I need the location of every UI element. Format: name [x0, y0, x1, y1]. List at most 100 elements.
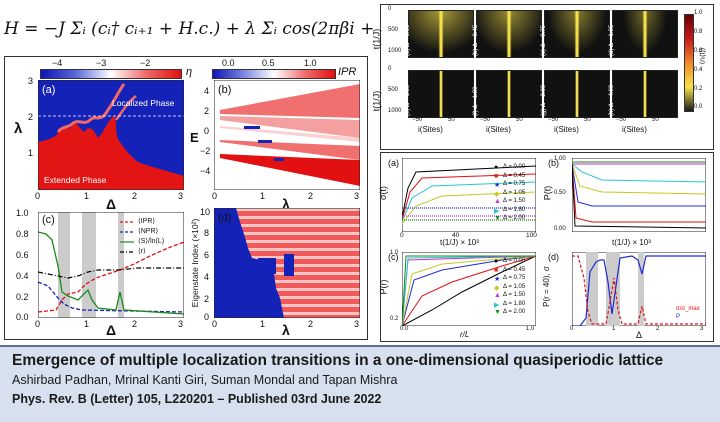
- heatmap-xtick: 50: [652, 117, 659, 123]
- heatmap-xtick: 50: [448, 117, 455, 123]
- localized-phase-label: Localized Phase: [112, 98, 175, 108]
- heatmap-cbar-tick-2: 0.6: [694, 48, 703, 54]
- panel-d-ytick-4: 2: [204, 294, 210, 304]
- legend-marker: ★: [494, 276, 501, 283]
- legend-marker: ▼: [494, 215, 501, 222]
- legend-entry: Δ = 2.00: [503, 215, 526, 221]
- legend-marker: ▲: [494, 198, 501, 205]
- heatmap-tile: (e) Δ = 1.50: [405, 70, 474, 118]
- heatmap-xtick: 50: [584, 117, 591, 123]
- panel-d-xlabel: λ: [282, 322, 290, 338]
- heatmap-ytick: 1000: [388, 48, 402, 54]
- heatmap-tile: (a) Δ = 0.00: [405, 10, 474, 58]
- panel-a-phase-diagram: [38, 80, 184, 190]
- panel-a-tag: (a): [42, 84, 56, 96]
- panel-c-legend-entropy: ⟨S⟩/ln(L): [138, 238, 165, 245]
- heatmap-tile-label: (b) Δ = 0.45: [473, 24, 479, 56]
- panel-c-ytick-5: 1.0: [16, 208, 29, 218]
- panel-b-xlabel: λ: [282, 196, 290, 212]
- dyn-b-ylabel: P(t): [542, 185, 553, 201]
- panel-c-xlabel: Δ: [106, 322, 117, 338]
- panel-a-ylabel: λ: [14, 120, 23, 137]
- dyn-b-ytick-4: 0.00: [554, 226, 566, 232]
- heatmap-xtick: −50: [548, 117, 559, 123]
- heatmap-xtick: −50: [480, 117, 491, 123]
- dyn-d-tag: (d): [548, 252, 559, 262]
- panel-a-xlabel: Δ: [106, 196, 117, 212]
- dyn-d-xtick-3: 3: [700, 326, 704, 332]
- heatmap-ylabel-top: t(1/J): [371, 28, 382, 50]
- dyn-b-pt-plot: [572, 158, 706, 232]
- panel-c-legend-r: ⟨r⟩: [138, 248, 146, 255]
- panel-c-xtick-0: 0: [35, 319, 41, 329]
- panel-d-ytick-1: 8: [204, 228, 210, 238]
- dyn-c-xtick-0: 0.0: [400, 326, 409, 332]
- dyn-d-ylabel: P(r = 40), σ: [541, 266, 551, 307]
- panel-d-ylabel: Eigenstate Index (×10²): [190, 218, 200, 308]
- ipr-tick-2: 0.5: [262, 58, 275, 68]
- heatmap-xlabel: i(Sites): [622, 125, 647, 134]
- panel-a-xtick-0: 0: [35, 191, 41, 201]
- heatmap-xlabel: i(Sites): [418, 125, 443, 134]
- dyn-d-plot: [572, 252, 706, 326]
- panel-c-ytick-3: 0.6: [16, 250, 29, 260]
- heatmap-ytick: 0: [388, 66, 392, 72]
- panel-c-legend: [120, 221, 134, 253]
- dyn-c-ytick-4: 0.2: [390, 316, 399, 322]
- dyn-c-tag: (c): [388, 252, 399, 262]
- dyn-c-ytick-0: 1.0: [390, 250, 399, 256]
- heatmap-cbar-tick-3: 0.4: [694, 67, 703, 73]
- heatmap-xlabel: i(Sites): [554, 125, 579, 134]
- legend-marker: ▶: [494, 301, 500, 309]
- panel-b-ipr-spectrum: [214, 80, 360, 190]
- heatmap-tile: (c) Δ = 0.75: [541, 10, 610, 58]
- panel-d-ytick-2: 6: [204, 250, 210, 260]
- dyn-d-xtick-1: 1: [612, 326, 616, 332]
- heatmap-cbar-label: ⟨nᵢ(t)⟩: [699, 47, 707, 65]
- dyn-c-xtick-5: 1.0: [526, 326, 535, 332]
- panel-c-legend-ipr: ⟨IPR⟩: [138, 218, 156, 225]
- heatmap-ytick: 500: [388, 27, 399, 33]
- heatmap-xtick: −50: [616, 117, 627, 123]
- panel-c-ytick-0: 0.0: [16, 312, 29, 322]
- dyn-c-pr-plot: [402, 252, 536, 326]
- panel-b-ytick-2: 0: [204, 126, 210, 136]
- dyn-c-ylabel: P(r): [378, 279, 389, 295]
- panel-a-ytick-2: 2: [28, 112, 34, 122]
- panel-d-ytick-5: 0: [204, 312, 210, 322]
- legend-entry: Δ = 0.75: [503, 275, 526, 281]
- dyn-d-xtick-0: 0: [570, 326, 574, 332]
- legend-marker: ▲: [494, 292, 501, 299]
- eta-tick-3: −2: [140, 58, 151, 68]
- eta-colorbar: [40, 69, 182, 79]
- heatmap-tile-label: (c) Δ = 0.75: [541, 25, 547, 56]
- panel-d-xtick-0: 0: [212, 319, 218, 329]
- heatmap-tile-label: (f) Δ = 1.80: [473, 86, 479, 116]
- ipr-tick-1: 0.0: [222, 58, 235, 68]
- heatmap-xlabel: i(Sites): [486, 125, 511, 134]
- panel-b-xtick-0: 0: [212, 191, 218, 201]
- panel-b-ytick-0: 4: [204, 86, 210, 96]
- panel-c-xtick-2: 2: [132, 319, 138, 329]
- ipr-tick-3: 1.0: [304, 58, 317, 68]
- dyn-a-xtick-5: 100: [526, 232, 537, 239]
- legend-marker: ◆: [494, 284, 500, 292]
- panel-b-xtick-2: 2: [308, 191, 314, 201]
- dyn-b-ytick-2: 0.50: [554, 190, 566, 196]
- panel-b-ylabel: E: [190, 130, 199, 145]
- heatmap-tile-label: (a) Δ = 0.00: [405, 24, 411, 56]
- extended-phase-label: Extended Phase: [44, 175, 107, 185]
- panel-c-ytick-1: 0.2: [16, 292, 29, 302]
- paper-title: Emergence of multiple localization trans…: [12, 352, 664, 369]
- legend-entry: Δ = 0.45: [503, 172, 526, 179]
- legend-entry: Δ = 0.00: [503, 258, 526, 264]
- legend-entry: Δ = 1.80: [503, 206, 526, 213]
- heatmap-xtick: −50: [412, 117, 423, 123]
- panel-a-xtick-2: 2: [132, 191, 138, 201]
- heatmap-tile-label: (h) Δ = 4.00: [609, 84, 615, 116]
- legend-entry: Δ = 0.00: [503, 164, 526, 170]
- panel-d-xtick-1: 1: [260, 319, 266, 329]
- legend-marker: ★: [494, 182, 501, 189]
- heatmap-tile-label: (g) Δ = 2.00: [541, 84, 547, 116]
- dyn-b-ytick-0: 1.00: [554, 156, 566, 162]
